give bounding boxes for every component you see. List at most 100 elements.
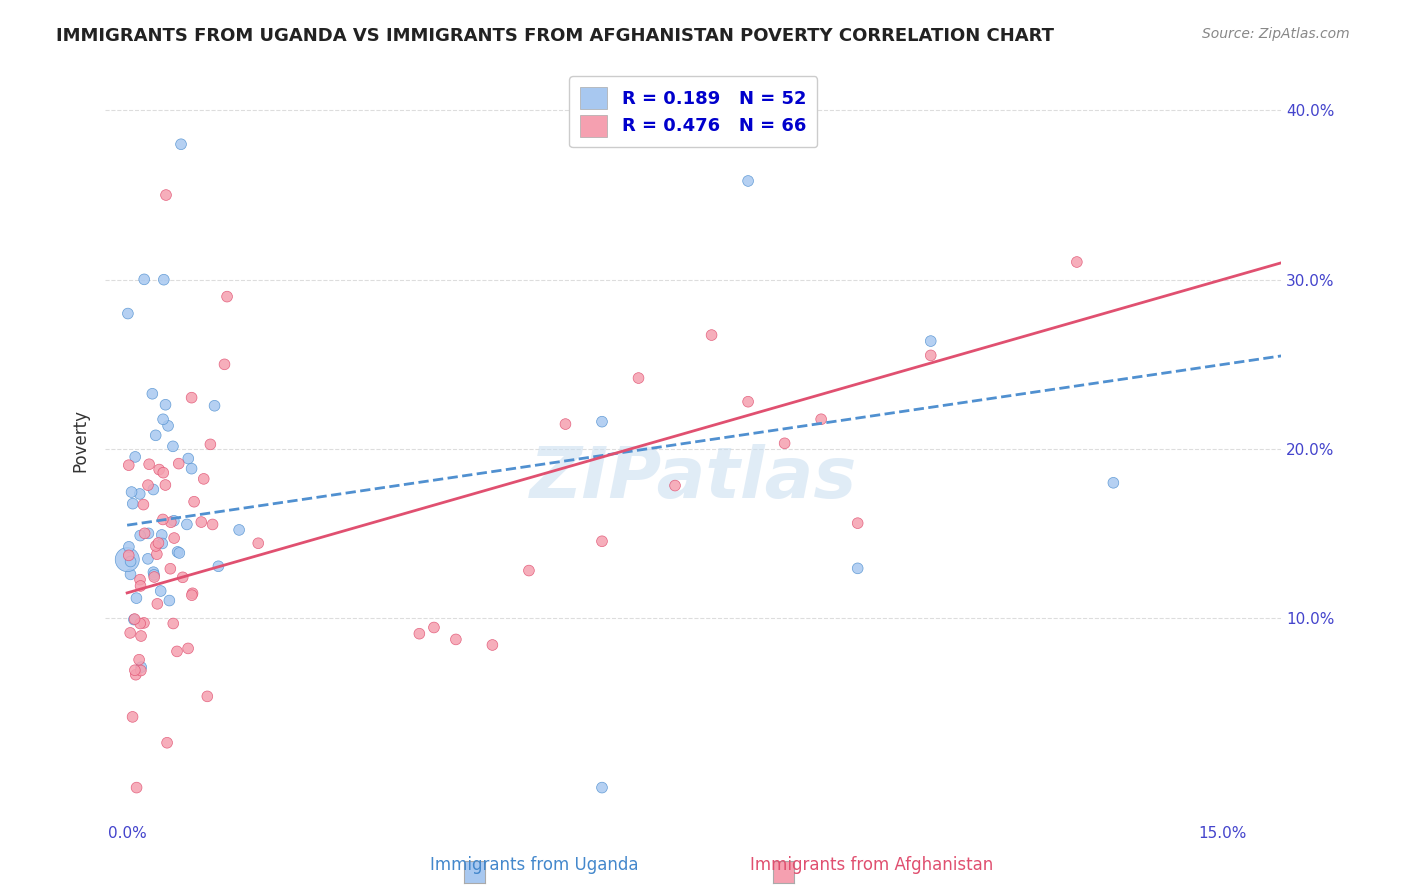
Point: [150, 536, 173, 550]
Point: [124, 450, 146, 464]
Point: [627, 371, 650, 385]
Text: IMMIGRANTS FROM UGANDA VS IMMIGRANTS FROM AFGHANISTAN POVERTY CORRELATION CHART: IMMIGRANTS FROM UGANDA VS IMMIGRANTS FRO…: [56, 27, 1054, 45]
Point: [162, 616, 184, 631]
Point: [142, 565, 165, 579]
Point: [118, 549, 141, 563]
Point: [143, 570, 166, 584]
Point: [134, 272, 156, 286]
Legend: R = 0.189   N = 52, R = 0.476   N = 66: R = 0.189 N = 52, R = 0.476 N = 66: [569, 76, 817, 147]
Point: [481, 638, 503, 652]
Point: [120, 567, 142, 582]
Point: [152, 466, 174, 480]
Point: [920, 348, 942, 362]
Point: [214, 357, 236, 371]
Point: [201, 517, 224, 532]
Point: [117, 552, 139, 566]
Point: [124, 612, 146, 626]
Point: [444, 632, 467, 647]
Point: [167, 457, 190, 471]
Point: [152, 412, 174, 426]
Point: [195, 690, 218, 704]
Point: [134, 526, 156, 541]
Point: [155, 188, 177, 202]
Point: [146, 547, 169, 561]
Point: [1066, 255, 1088, 269]
Point: [117, 307, 139, 321]
Point: [157, 593, 180, 607]
Point: [181, 586, 204, 600]
Point: [150, 528, 173, 542]
Point: [136, 552, 159, 566]
Text: Immigrants from Afghanistan: Immigrants from Afghanistan: [749, 856, 994, 874]
Point: [121, 485, 143, 500]
Point: [180, 391, 202, 405]
Point: [129, 664, 152, 678]
Point: [180, 588, 202, 602]
Point: [169, 546, 191, 560]
Point: [170, 137, 193, 152]
Point: [1102, 475, 1125, 490]
Point: [141, 386, 163, 401]
Text: ZIPatlas: ZIPatlas: [530, 444, 858, 513]
Point: [118, 540, 141, 554]
Point: [156, 736, 179, 750]
Point: [132, 498, 155, 512]
Point: [920, 334, 942, 348]
Point: [554, 417, 576, 431]
Point: [591, 534, 613, 549]
Point: [846, 516, 869, 531]
Point: [159, 562, 181, 576]
Point: [160, 515, 183, 529]
Point: [177, 451, 200, 466]
Point: [145, 539, 167, 553]
Point: [129, 660, 152, 674]
Y-axis label: Poverty: Poverty: [72, 409, 89, 472]
Point: [125, 667, 148, 681]
Point: [146, 597, 169, 611]
Point: [423, 620, 446, 634]
Point: [737, 394, 759, 409]
Point: [148, 462, 170, 476]
Point: [129, 579, 152, 593]
Point: [120, 554, 142, 568]
Point: [177, 641, 200, 656]
Point: [215, 290, 238, 304]
Point: [591, 415, 613, 429]
Point: [128, 487, 150, 501]
Point: [163, 514, 186, 528]
Point: [153, 273, 176, 287]
Point: [132, 615, 155, 630]
Point: [193, 472, 215, 486]
Point: [846, 561, 869, 575]
Point: [155, 478, 177, 492]
Point: [149, 584, 172, 599]
Point: [737, 174, 759, 188]
Point: [142, 483, 165, 497]
Point: [166, 644, 188, 658]
Point: [136, 478, 159, 492]
Point: [166, 545, 188, 559]
Point: [129, 573, 152, 587]
Point: [129, 616, 152, 631]
Point: [700, 328, 723, 343]
Point: [122, 613, 145, 627]
Point: [591, 780, 613, 795]
Point: [120, 626, 142, 640]
Point: [125, 780, 148, 795]
Point: [664, 478, 686, 492]
Point: [155, 398, 177, 412]
Point: [180, 461, 202, 475]
Point: [810, 412, 832, 426]
Point: [773, 436, 796, 450]
Point: [162, 439, 184, 453]
Point: [143, 567, 166, 582]
Text: Immigrants from Uganda: Immigrants from Uganda: [430, 856, 638, 874]
Point: [183, 494, 205, 508]
Point: [408, 626, 430, 640]
Point: [121, 497, 143, 511]
Point: [228, 523, 250, 537]
Point: [517, 564, 540, 578]
Point: [124, 663, 146, 677]
Point: [190, 515, 212, 529]
Point: [121, 710, 143, 724]
